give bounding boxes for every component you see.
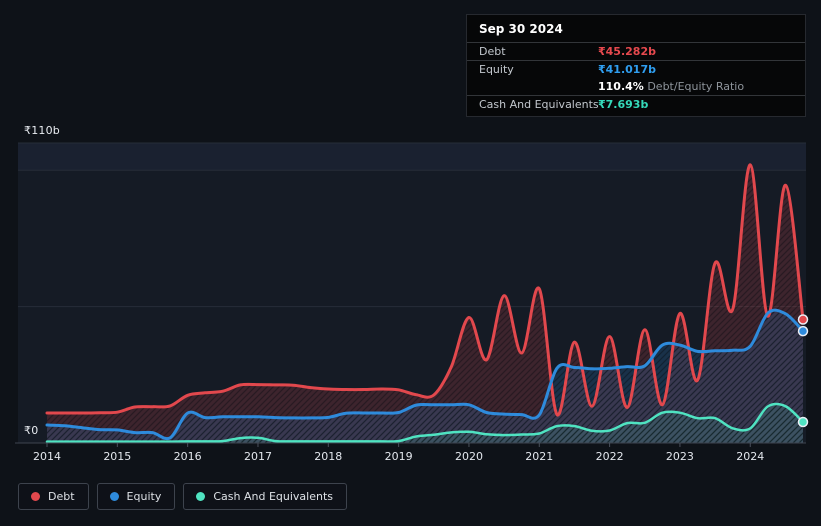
x-axis-label: 2017 [244, 450, 272, 463]
debt-line [45, 163, 805, 417]
x-axis-label: 2022 [596, 450, 624, 463]
equity-series-dot-icon [109, 492, 119, 501]
x-axis-label: 2015 [103, 450, 131, 463]
legend-item-label: Equity [126, 490, 162, 503]
tooltip-equity-value: ₹41.017b [598, 63, 656, 76]
debt-endpoint-dot [797, 314, 809, 325]
x-axis-label: 2021 [525, 450, 553, 463]
cash-endpoint-dot [797, 416, 809, 428]
tooltip-cash-value: ₹7.693b [598, 98, 649, 111]
equity-endpoint-dot [797, 325, 809, 337]
debt-series-dot-icon [31, 492, 40, 501]
legend-item-label: Debt [48, 490, 75, 503]
x-axis-label: 2023 [666, 450, 694, 463]
legend-item-cash[interactable]: Cash And Equivalents [183, 483, 347, 510]
tooltip-cash-label: Cash And Equivalents [479, 98, 599, 111]
plot-top-band [18, 143, 806, 170]
y-axis-max-label: ₹110b [24, 124, 60, 137]
tooltip-debt-label: Debt [479, 45, 506, 58]
x-axis-label: 2018 [314, 450, 342, 463]
x-axis-label: 2020 [455, 450, 483, 463]
x-axis-label: 2024 [736, 450, 764, 463]
chart-tooltip: Sep 30 2024 Debt ₹45.282b Equity ₹41.017… [466, 14, 806, 117]
equity-line [45, 308, 805, 441]
tooltip-date: Sep 30 2024 [479, 22, 563, 36]
tooltip-cash-row: Cash And Equivalents ₹7.693b [467, 95, 805, 113]
cash-series-dot-icon [196, 492, 206, 501]
legend-item-label: Cash And Equivalents [213, 490, 333, 503]
legend-item-debt[interactable]: Debt [18, 483, 89, 510]
tooltip-ratio-row: 110.4% Debt/Equity Ratio [479, 78, 793, 95]
y-axis-zero-label: ₹0 [24, 424, 39, 437]
chart-legend: Debt Equity Cash And Equivalents [18, 483, 347, 510]
tooltip-equity-row: Equity ₹41.017b 110.4% Debt/Equity Ratio [467, 60, 805, 95]
tooltip-equity-label: Equity [479, 63, 514, 76]
tooltip-ratio-value: 110.4% [598, 80, 644, 93]
x-axis-label: 2019 [385, 450, 413, 463]
legend-item-equity[interactable]: Equity [96, 483, 176, 510]
cash-line [45, 402, 805, 443]
tooltip-ratio-label: Debt/Equity Ratio [647, 80, 745, 93]
x-axis-label: 2014 [33, 450, 61, 463]
cash-area-texture [47, 403, 803, 443]
tooltip-debt-value: ₹45.282b [598, 45, 656, 58]
x-axis-label: 2016 [174, 450, 202, 463]
equity-area-texture [47, 310, 803, 443]
tooltip-debt-row: Debt ₹45.282b [467, 42, 805, 60]
chart-canvas[interactable]: 2014 2015 2016 2017 2018 2019 2020 2021 2022 2023… [0, 0, 821, 478]
